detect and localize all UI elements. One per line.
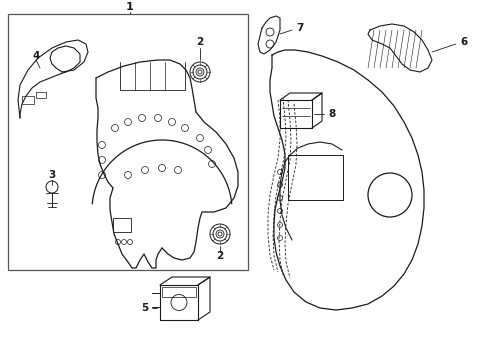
Text: 2: 2 xyxy=(196,37,204,47)
Bar xyxy=(288,155,343,200)
Bar xyxy=(162,287,196,297)
Text: 6: 6 xyxy=(460,37,467,47)
Text: 7: 7 xyxy=(296,23,303,33)
Text: 2: 2 xyxy=(217,251,223,261)
Text: 3: 3 xyxy=(49,170,56,180)
Bar xyxy=(8,14,248,270)
Text: 1: 1 xyxy=(126,2,134,12)
Text: 5: 5 xyxy=(141,303,148,313)
Text: 8: 8 xyxy=(328,109,335,119)
Bar xyxy=(22,96,34,104)
Text: 4: 4 xyxy=(32,51,40,61)
Bar xyxy=(113,218,131,232)
Bar xyxy=(36,92,46,98)
